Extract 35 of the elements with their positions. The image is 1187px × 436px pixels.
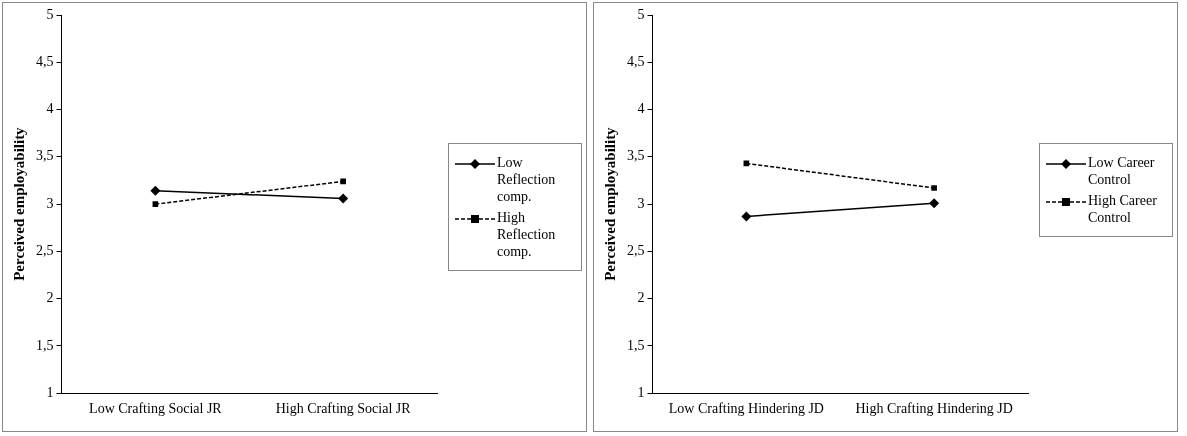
y-tick-label: 2,5 [627, 243, 645, 259]
y-axis-title: Perceived employability [10, 126, 27, 281]
point [340, 178, 346, 185]
y-tick-label: 1,5 [627, 337, 645, 353]
y-tick-label: 4,5 [36, 53, 54, 69]
x-tick-label: High Crafting Social JR [275, 401, 412, 417]
y-tick-label: 2,5 [36, 243, 54, 259]
y-tick-label: 3,5 [36, 148, 54, 164]
point [150, 185, 161, 196]
x-tick-label: Low Crafting Social JR [89, 401, 223, 417]
legend-label: Low Reflection comp. [497, 154, 557, 205]
x-tick-label: Low Crafting Hindering JD [668, 401, 824, 417]
y-tick-label: 2 [46, 290, 54, 306]
y-tick-label: 1 [46, 384, 54, 400]
point [152, 201, 159, 207]
point [931, 185, 937, 191]
y-tick-label: 3 [637, 195, 645, 211]
legend-label: Low Career Control [1088, 154, 1156, 188]
legend-label: High Reflection comp. [497, 209, 557, 260]
y-tick-label: 4 [46, 101, 54, 117]
y-tick-label: 3,5 [627, 148, 645, 164]
point [338, 193, 349, 204]
y-tick-label: 1 [637, 384, 645, 400]
y-tick-label: 3 [46, 195, 54, 211]
y-tick-label: 4,5 [627, 53, 645, 69]
point [929, 198, 940, 209]
y-tick-label: 2 [637, 290, 645, 306]
x-tick-label: High Crafting Hindering JD [855, 401, 1013, 417]
y-tick-label: 5 [637, 6, 645, 22]
y-axis-title: Perceived employability [601, 126, 618, 281]
y-tick-label: 4 [637, 101, 645, 117]
point [741, 211, 752, 222]
y-tick-label: 5 [46, 6, 54, 22]
y-tick-label: 1,5 [36, 337, 54, 353]
legend-label: High Career Control [1088, 192, 1158, 226]
